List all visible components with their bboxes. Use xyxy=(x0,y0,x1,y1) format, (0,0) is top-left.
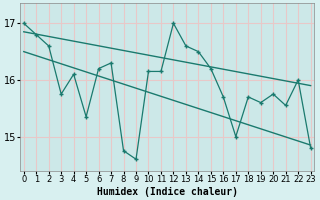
X-axis label: Humidex (Indice chaleur): Humidex (Indice chaleur) xyxy=(97,186,238,197)
